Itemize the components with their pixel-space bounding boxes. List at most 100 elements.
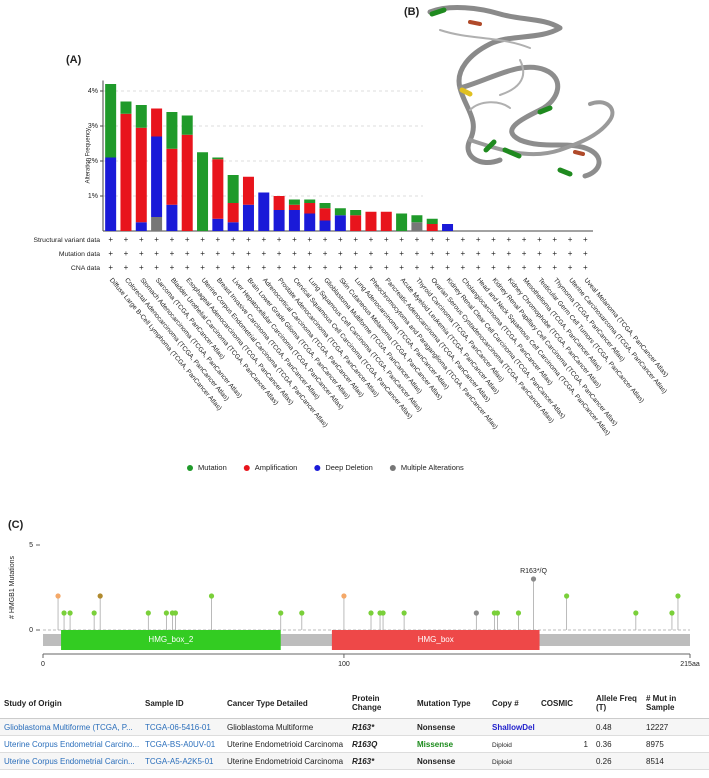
table-cell: Glioblastoma Multiforme [223, 718, 348, 736]
row-mark: + [568, 249, 573, 258]
lollipop-head [172, 610, 179, 616]
row-mark: + [323, 263, 328, 272]
bar-segment [120, 101, 132, 114]
cell-text: ShallowDel [492, 722, 535, 732]
lollipop-head [299, 610, 305, 616]
bar-segment [105, 84, 117, 158]
y-tick-label: 3% [88, 123, 98, 130]
column-header: Allele Freq (T) [592, 688, 642, 719]
row-mark: + [491, 249, 496, 258]
bar-segment [273, 196, 285, 210]
row-mark: + [384, 249, 389, 258]
row-mark: + [522, 249, 527, 258]
lollipop-head [61, 610, 67, 616]
cell-text: Diploid [492, 741, 512, 749]
x-tick-label: 0 [41, 661, 45, 668]
link[interactable]: Glioblastoma Multiforme (TCGA, P... [4, 722, 133, 732]
bar-segment [319, 208, 331, 221]
bar-segment [319, 220, 331, 231]
table-cell: Nonsense [413, 752, 488, 770]
row-mark: + [338, 263, 343, 272]
row-mark: + [170, 249, 175, 258]
column-header: # Mut in Sample [642, 688, 709, 719]
cell-text: Nonsense [417, 756, 456, 766]
row-mark: + [369, 235, 374, 244]
row-mark: + [216, 263, 221, 272]
cell-text: 0.36 [596, 739, 612, 749]
row-mark: + [568, 235, 573, 244]
table-cell: Uterine Endometrioid Carcinoma [223, 752, 348, 770]
row-mark: + [369, 263, 374, 272]
panel-label: (B) [404, 6, 420, 18]
lollipop-head [564, 593, 570, 599]
bar-segment [151, 108, 163, 137]
row-mark: + [491, 263, 496, 272]
lollipop-head [145, 610, 151, 616]
row-mark: + [399, 263, 404, 272]
legend-label: Deep Deletion [325, 463, 373, 472]
table-cell: TCGA-BS-A0UV-01 [141, 735, 223, 753]
y-tick-label: 5 [29, 542, 33, 549]
row-mark: + [415, 249, 420, 258]
cell-text: Glioblastoma Multiforme [227, 722, 314, 732]
legend-swatch [314, 465, 321, 471]
column-header: Protein Change [348, 688, 413, 719]
cell-text: 0.48 [596, 722, 612, 732]
column-header: Sample ID [141, 688, 223, 719]
cell-text: Nonsense [417, 722, 456, 732]
row-mark: + [108, 249, 113, 258]
table-cell: ShallowDel [488, 718, 537, 736]
lollipop-head [401, 610, 407, 616]
row-mark: + [552, 249, 557, 258]
table-cell: Uterine Corpus Endometrial Carcin... [0, 752, 141, 770]
link[interactable]: TCGA-06-5416-01 [145, 722, 211, 732]
row-mark: + [124, 249, 129, 258]
bar-segment [105, 157, 117, 231]
link[interactable]: TCGA-BS-A0UV-01 [145, 739, 216, 749]
link[interactable]: Uterine Corpus Endometrial Carcin... [4, 756, 135, 766]
row-mark: + [353, 249, 358, 258]
row-mark: + [246, 263, 251, 272]
table-row: Uterine Corpus Endometrial Carcin... TCGA… [0, 752, 709, 770]
bar-segment [212, 157, 224, 160]
table-cell: R163* [348, 718, 413, 736]
cell-text: 12227 [646, 722, 669, 732]
bar-segment [304, 213, 316, 231]
row-mark: + [522, 235, 527, 244]
row-mark: + [522, 263, 527, 272]
bar-segment [166, 112, 178, 149]
row-mark: + [415, 263, 420, 272]
row-mark: + [384, 235, 389, 244]
link[interactable]: TCGA-A5-A2K5-01 [145, 756, 214, 766]
row-mark: + [430, 263, 435, 272]
table-cell: Diploid [488, 752, 537, 770]
bar-segment [227, 222, 239, 231]
row-mark: + [399, 235, 404, 244]
cell-text: R163Q [352, 739, 378, 749]
row-mark: + [537, 249, 542, 258]
row-mark: + [415, 235, 420, 244]
row-mark: + [461, 235, 466, 244]
domain-label: HMG_box_2 [148, 635, 193, 644]
table-cell [537, 718, 592, 736]
row-mark: + [445, 249, 450, 258]
bar-segment [288, 199, 300, 205]
table-cell: 0.48 [592, 718, 642, 736]
lollipop-head [97, 593, 103, 599]
row-mark: + [154, 249, 159, 258]
row-mark: + [307, 249, 312, 258]
cell-text: Uterine Endometrioid Carcinoma [227, 739, 344, 749]
bar-segment [350, 210, 362, 216]
link[interactable]: Uterine Corpus Endometrial Carcino... [4, 739, 140, 749]
cell-text: R163* [352, 722, 375, 732]
table-cell: Uterine Corpus Endometrial Carcino... [0, 735, 141, 753]
y-axis-title: Alteration Frequency [86, 128, 92, 183]
panel-label: (A) [66, 54, 82, 66]
row-mark: + [185, 249, 190, 258]
bar-segment [151, 136, 163, 217]
lollipop-head [67, 610, 73, 616]
lollipop-head [473, 610, 479, 616]
cell-text: 1 [583, 739, 588, 749]
bar-segment [334, 215, 346, 231]
y-axis-title: # HMGB1 Mutations [9, 555, 16, 619]
